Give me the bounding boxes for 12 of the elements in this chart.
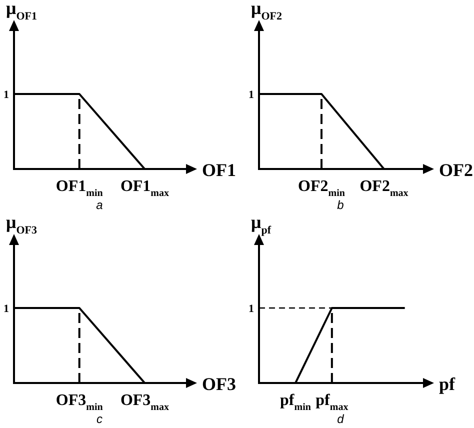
text: 1 — [248, 303, 254, 315]
text: b — [337, 198, 344, 212]
text: 1 — [4, 303, 9, 315]
text: c — [96, 412, 102, 426]
x-axis-title: OF1 — [202, 160, 236, 180]
text: 1 — [248, 89, 254, 101]
x-axis-title: OF2 — [439, 160, 473, 180]
x-axis-title: pf — [439, 374, 456, 394]
text: a — [96, 198, 104, 212]
text: d — [337, 412, 344, 426]
x-axis-title: OF3 — [202, 374, 236, 394]
text: 1 — [4, 89, 9, 101]
